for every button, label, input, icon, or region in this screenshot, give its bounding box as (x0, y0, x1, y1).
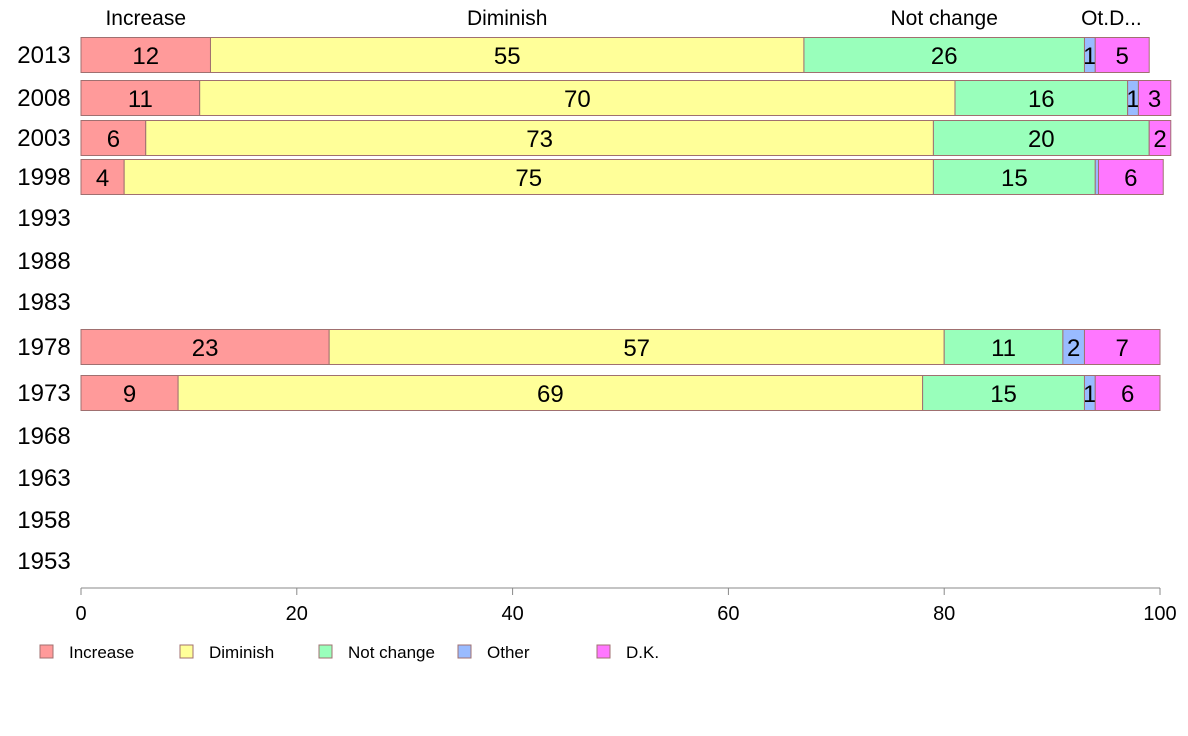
bar-segment (1094, 375, 1161, 411)
y-tick-label: 1983 (17, 289, 70, 316)
legend-swatch (596, 644, 611, 659)
y-tick-label: 1988 (17, 248, 70, 275)
bar-value-label: 6 (1124, 165, 1137, 192)
y-tick-label: 1968 (17, 423, 70, 450)
bar-value-label: 55 (494, 43, 521, 70)
bar-segment (1094, 37, 1150, 73)
y-tick-label: 1963 (17, 465, 70, 492)
bar-segment (80, 80, 201, 116)
bar-segment (123, 159, 934, 195)
bar-segment (1137, 80, 1172, 116)
bar-value-label: 15 (990, 381, 1017, 408)
bar-segment (803, 37, 1085, 73)
y-tick-label: 2008 (17, 85, 70, 112)
bar-segment (177, 375, 924, 411)
bar-value-label: 57 (623, 335, 650, 362)
bar-segment (922, 375, 1085, 411)
y-tick-label: 1953 (17, 548, 70, 575)
bar-value-label: 1 (1083, 43, 1096, 70)
column-header: Ot.D... (1081, 7, 1142, 30)
x-tick-label: 100 (1143, 603, 1176, 625)
column-header: Increase (105, 7, 186, 30)
bar-value-label: 26 (931, 43, 958, 70)
bar-segment (954, 80, 1129, 116)
column-header: Not change (890, 7, 997, 30)
bar-segment (943, 329, 1064, 365)
x-tick-label: 60 (717, 603, 739, 625)
bar-value-label: 16 (1028, 86, 1055, 113)
legend-swatch (318, 644, 333, 659)
bar-segment (80, 329, 330, 365)
bar-segment (80, 120, 147, 156)
bar-value-label: 2 (1067, 335, 1080, 362)
bar-value-label: 1 (1083, 381, 1096, 408)
y-tick-label: 2013 (17, 42, 70, 69)
bar-segment (1083, 329, 1161, 365)
bar-segment (932, 159, 1096, 195)
bar-value-label: 1 (1126, 86, 1139, 113)
y-tick-label: 1993 (17, 205, 70, 232)
bar-segment (199, 80, 956, 116)
bar-value-label: 23 (192, 335, 219, 362)
bar-segment (1097, 159, 1164, 195)
legend-label: Not change (348, 643, 435, 662)
bar-value-label: 11 (991, 335, 1016, 362)
bar-segment (80, 37, 211, 73)
x-tick-label: 0 (75, 603, 86, 625)
legend-label: Diminish (209, 643, 274, 662)
y-tick-label: 1998 (17, 164, 70, 191)
bar-segment (1148, 120, 1172, 156)
bar-segment (209, 37, 805, 73)
y-tick-label: 2003 (17, 125, 70, 152)
legend-swatch (39, 644, 54, 659)
x-tick-label: 40 (501, 603, 523, 625)
bar-value-label: 9 (123, 381, 136, 408)
bar-segment (932, 120, 1150, 156)
y-tick-label: 1973 (17, 380, 70, 407)
bar-value-label: 69 (537, 381, 564, 408)
bar-value-label: 75 (515, 165, 542, 192)
x-tick-label: 20 (286, 603, 308, 625)
bar-value-label: 6 (107, 126, 120, 153)
bar-value-label: 2 (1153, 126, 1166, 153)
y-tick-label: 1978 (17, 334, 70, 361)
bar-value-label: 12 (132, 43, 159, 70)
bar-value-label: 5 (1116, 43, 1129, 70)
x-tick-label: 80 (933, 603, 955, 625)
legend-label: Other (487, 643, 530, 662)
legend-label: D.K. (626, 643, 659, 662)
column-header: Diminish (467, 7, 548, 30)
legend-swatch (457, 644, 472, 659)
bar-segment (80, 375, 179, 411)
y-tick-label: 1958 (17, 507, 70, 534)
bar-value-label: 6 (1121, 381, 1134, 408)
legend-label: Increase (69, 643, 134, 662)
bar-value-label: 15 (1001, 165, 1028, 192)
legend-swatch (179, 644, 194, 659)
bar-value-label: 7 (1116, 335, 1129, 362)
bar-segment (328, 329, 945, 365)
bar-value-label: 70 (564, 86, 591, 113)
bar-value-label: 11 (128, 86, 153, 113)
bar-value-label: 73 (526, 126, 553, 153)
bar-value-label: 20 (1028, 126, 1055, 153)
bar-value-label: 4 (96, 165, 109, 192)
bar-value-label: 3 (1148, 86, 1161, 113)
